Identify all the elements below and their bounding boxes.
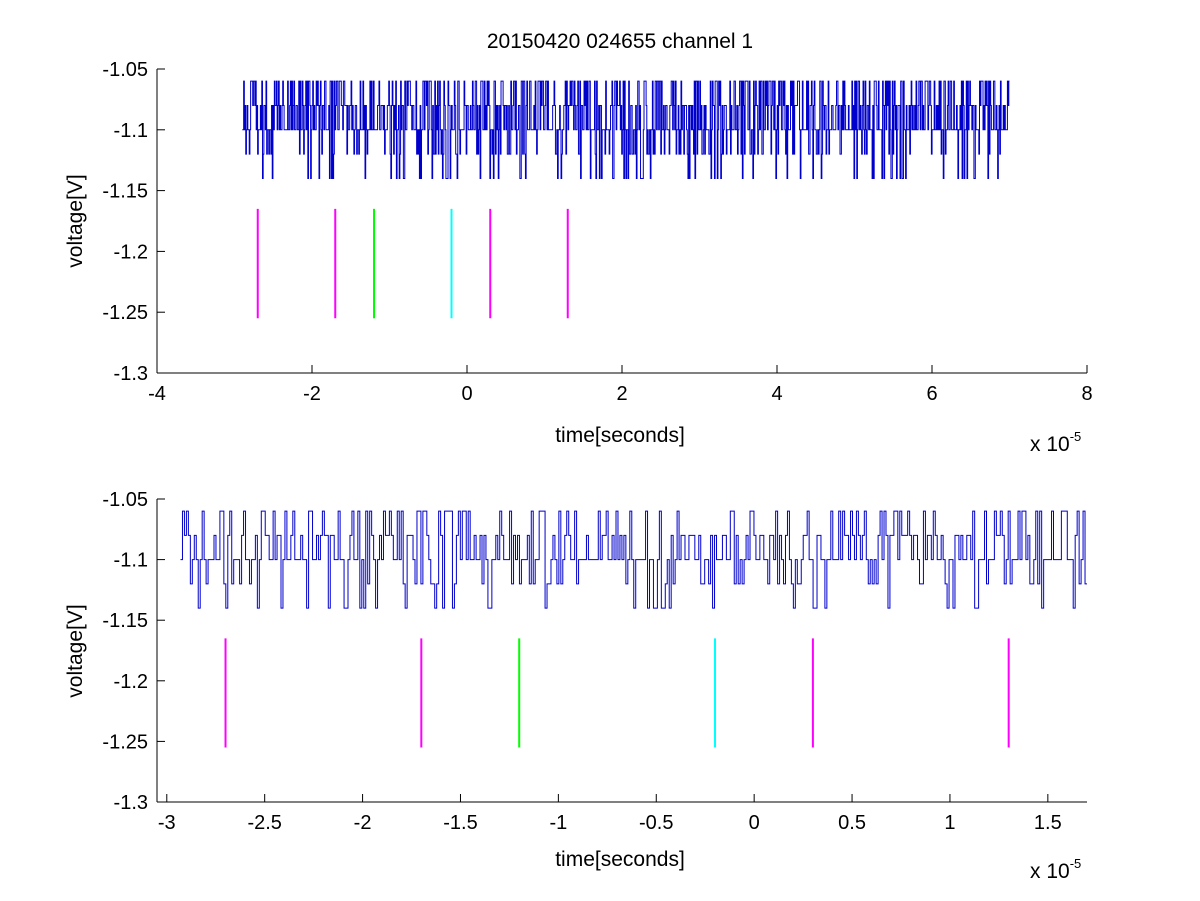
y-tick-label-top: -1.05 [102,59,148,81]
x-tick-label-bottom: -1 [549,812,567,834]
ylabel-bottom: voltage[V] [64,604,87,697]
y-tick-label-bottom: -1.25 [102,731,148,753]
x-tick-label-bottom: 0.5 [838,812,866,834]
x-tick-label-top: 2 [616,383,627,405]
x-tick-label-bottom: 0 [749,812,760,834]
x-tick-label-top: -2 [303,383,321,405]
plot-top: -1.3 -1.25 -1.2 -1.15 -1.1 -1.05 -4 -2 0 2 4 6 8 tim… [64,59,1093,456]
x-tick-label-top: 8 [1081,383,1092,405]
signal-trace-top [242,80,1010,179]
x-tick-label-bottom: 1.5 [1034,812,1062,834]
y-tick-label-bottom: -1.05 [102,489,148,511]
y-tick-label-top: -1.3 [114,363,148,385]
y-tick-label-bottom: -1.15 [102,610,148,632]
y-tick-label-top: -1.15 [102,181,148,203]
x-tick-label-top: 6 [926,383,937,405]
x-tick-label-bottom: -3 [158,812,176,834]
x-multiplier-base-top: x 10 [1030,433,1070,456]
x-tick-label-bottom: 1 [944,812,955,834]
trigger-markers-top [256,208,569,319]
figure-title: 20150420 024655 channel 1 [487,30,753,53]
xlabel-top: time[seconds] [555,424,685,447]
y-tick-label-bottom: -1.1 [114,550,148,572]
y-tick-label-top: -1.25 [102,302,148,324]
x-multiplier-exp-top: -5 [1070,429,1082,444]
x-tick-label-bottom: -1.5 [443,812,477,834]
signal-trace-bottom [180,510,1087,609]
signal-trace-path-bottom [180,510,1087,609]
x-tick-label-top: 0 [461,383,472,405]
x-multiplier-base-bottom: x 10 [1030,860,1070,883]
x-multiplier-exp-bottom: -5 [1070,856,1082,871]
xlabel-bottom: time[seconds] [555,848,685,871]
trigger-markers-bottom [224,638,1010,748]
y-tick-label-bottom: -1.2 [114,671,148,693]
x-tick-label-bottom: -2.5 [247,812,281,834]
y-tick-label-top: -1.2 [114,241,148,263]
x-tick-label-bottom: -2 [354,812,372,834]
signal-trace-path-top [242,80,1010,179]
x-multiplier-top: x 10-5 [1030,429,1081,456]
x-tick-label-top: 4 [771,383,782,405]
axes-top: -1.3 -1.25 -1.2 -1.15 -1.1 -1.05 -4 -2 0 2 4 6 8 [102,59,1092,405]
axes-bottom: -1.3 -1.25 -1.2 -1.15 -1.1 -1.05 -3 -2.5 -2 -1.5 -… [102,489,1087,834]
y-tick-label-top: -1.1 [114,120,148,142]
y-tick-label-bottom: -1.3 [114,792,148,814]
ylabel-top: voltage[V] [64,174,87,267]
x-tick-label-top: -4 [148,383,166,405]
x-tick-label-bottom: -0.5 [639,812,673,834]
x-multiplier-bottom: x 10-5 [1030,856,1081,883]
plot-bottom: -1.3 -1.25 -1.2 -1.15 -1.1 -1.05 -3 -2.5 -2 -1.5 -… [64,489,1087,883]
